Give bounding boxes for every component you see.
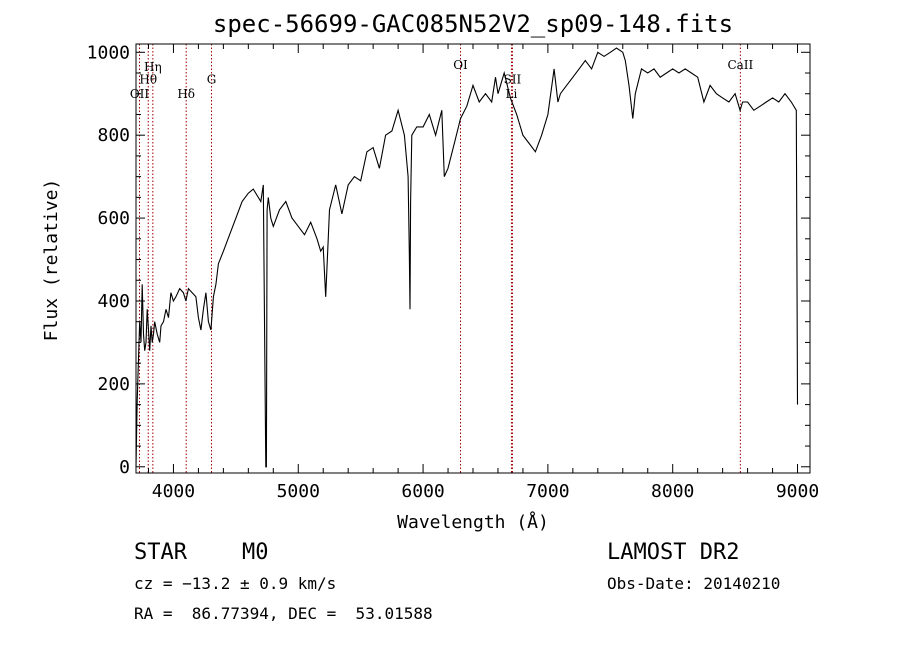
tick-layer: 4000 5000 6000 7000 8000 9000 0 200 400 600 800 100… [87,42,820,502]
marker-label: Hθ [139,72,157,86]
y-tick-label: 1000 [87,42,130,63]
spectrum-chart: spec-56699-GAC085N52V2_sp09-148.fits 400… [41,10,820,533]
x-tick-label: 8000 [651,481,694,502]
x-tick-label: 7000 [526,481,569,502]
y-tick-label: 800 [97,125,130,146]
marker-label: OII [130,87,150,101]
y-axis-label: Flux (relative) [41,179,62,342]
chart-title: spec-56699-GAC085N52V2_sp09-148.fits [213,10,733,38]
observation-date: Obs-Date: 20140210 [607,574,781,593]
marker-label: SII [504,72,522,86]
line-marker-layer [138,44,741,473]
marker-label: Hδ [177,87,195,101]
x-axis-label: Wavelength (Å) [397,511,549,533]
marker-label: OI [453,58,468,72]
y-tick-label: 0 [119,457,130,478]
y-tick-label: 600 [97,208,130,229]
y-tick-label: 200 [97,374,130,395]
survey-name: LAMOST DR2 [607,540,740,565]
x-tick-label: 9000 [776,481,819,502]
marker-label: G [207,72,217,86]
marker-label: Li [506,87,518,101]
spectrum-line [135,47,799,468]
object-subclass: M0 [242,540,269,565]
plot-frame [135,43,811,474]
coordinates: RA = 86.77394, DEC = 53.01588 [134,604,433,623]
x-tick-label: 6000 [401,481,444,502]
y-tick-label: 400 [97,291,130,312]
redshift-velocity: cz = −13.2 ± 0.9 km/s [134,574,337,593]
series-layer [135,47,799,468]
x-tick-label: 5000 [277,481,320,502]
marker-label: CaII [727,58,753,72]
x-tick-label: 4000 [152,481,195,502]
object-class: STAR [134,540,187,565]
marker-label: Hη [144,60,162,74]
